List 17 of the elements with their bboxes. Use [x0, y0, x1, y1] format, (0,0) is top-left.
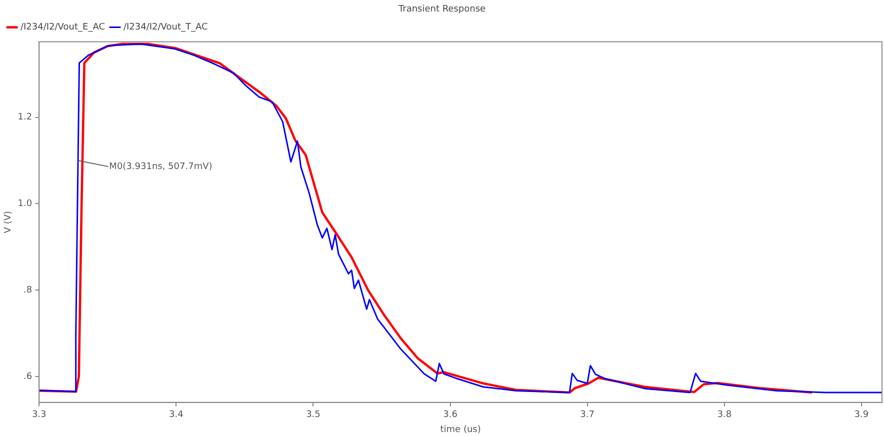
legend-label: /I234/I2/Vout_T_AC: [123, 22, 208, 33]
x-tick-label: 3.8: [717, 410, 732, 420]
y-tick-label: 1.2: [18, 112, 32, 123]
y-tick-label: 1.0: [18, 199, 32, 210]
x-axis-title: time (us): [440, 424, 481, 435]
y-tick-label: .8: [24, 285, 32, 296]
y-axis-title: V (V): [4, 211, 14, 234]
x-tick-label: 3.7: [580, 410, 594, 420]
chart-title: Transient Response: [397, 4, 486, 15]
legend-label: /I234/I2/Vout_E_AC: [20, 22, 105, 33]
x-tick-label: 3.5: [306, 410, 320, 420]
y-tick-label: .6: [24, 372, 32, 382]
x-tick-label: 3.4: [169, 410, 184, 420]
annotation: M0(3.931ns, 507.7mV): [109, 162, 212, 172]
x-tick-label: 3.3: [32, 410, 46, 420]
x-tick-label: 3.9: [854, 410, 869, 420]
x-tick-label: 3.6: [443, 410, 458, 420]
